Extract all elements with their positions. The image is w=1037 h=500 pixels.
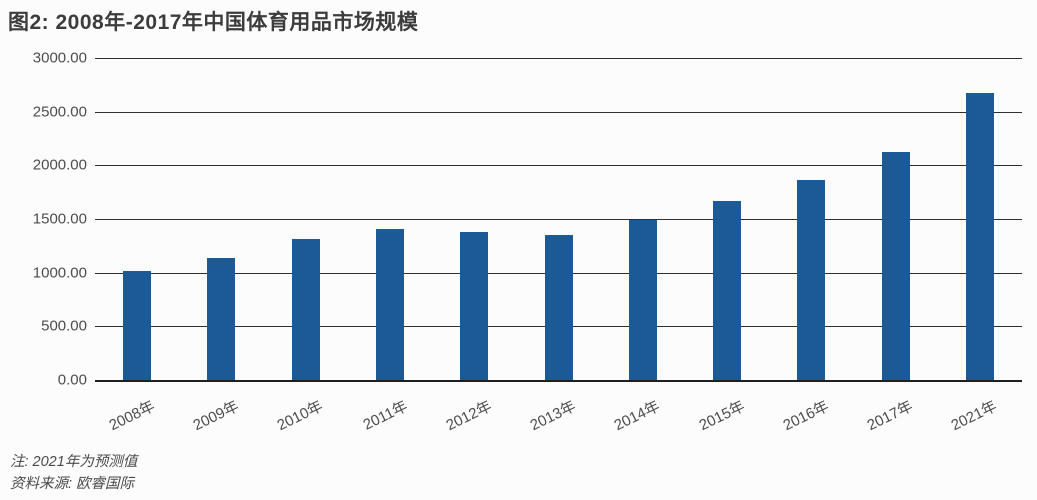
x-axis-line bbox=[95, 380, 1022, 382]
bar-2010年 bbox=[291, 239, 320, 380]
gridline bbox=[95, 165, 1022, 167]
bar-2015年 bbox=[713, 200, 742, 380]
gridline bbox=[95, 111, 1022, 113]
footnotes: 注: 2021年为预测值 资料来源: 欧睿国际 bbox=[10, 451, 137, 496]
note-forecast: 注: 2021年为预测值 bbox=[10, 454, 138, 470]
x-axis-tick-label: 2009年 bbox=[190, 397, 242, 435]
bar-2009年 bbox=[207, 258, 236, 380]
bar-2017年 bbox=[881, 152, 910, 380]
gridline bbox=[95, 219, 1022, 220]
x-axis-tick-label: 2017年 bbox=[864, 397, 916, 435]
y-axis-tick-label: 3000.00 bbox=[32, 49, 87, 67]
y-axis-tick-label: 2500.00 bbox=[32, 103, 87, 121]
bar-2011年 bbox=[375, 228, 404, 380]
x-axis-tick-label: 2008年 bbox=[106, 397, 158, 435]
note-source: 资料来源: 欧睿国际 bbox=[10, 476, 135, 493]
y-axis-tick-label: 0.00 bbox=[57, 371, 87, 389]
bar-2012年 bbox=[460, 231, 489, 380]
gridline bbox=[95, 58, 1022, 59]
y-axis-tick-label: 500.00 bbox=[41, 317, 87, 335]
x-axis-tick-label: 2010年 bbox=[274, 397, 326, 435]
bar-chart-plot-area: 3000.00 2500.00 2000.00 1500.00 1000.00 500.0… bbox=[33, 50, 1022, 434]
y-axis-tick-label: 1000.00 bbox=[32, 264, 87, 282]
bar-2014年 bbox=[628, 220, 657, 380]
bar-2021年 bbox=[965, 93, 994, 380]
x-axis-tick-label: 2021年 bbox=[949, 397, 1001, 435]
y-axis-tick-label: 1500.00 bbox=[32, 210, 87, 228]
chart-title: 图2: 2008年-2017年中国体育用品市场规模 bbox=[8, 11, 419, 34]
y-axis-tick-label: 2000.00 bbox=[32, 156, 87, 174]
bar-2008年 bbox=[123, 270, 152, 380]
bar-2013年 bbox=[544, 234, 573, 380]
x-axis-tick-label: 2016年 bbox=[780, 397, 832, 435]
bar-2016年 bbox=[797, 179, 826, 380]
x-axis-tick-label: 2011年 bbox=[360, 397, 411, 434]
x-axis-tick-label: 2015年 bbox=[696, 397, 748, 435]
x-axis-tick-label: 2013年 bbox=[527, 397, 579, 435]
x-axis-tick-label: 2012年 bbox=[443, 397, 495, 435]
x-axis-tick-label: 2014年 bbox=[611, 397, 663, 435]
